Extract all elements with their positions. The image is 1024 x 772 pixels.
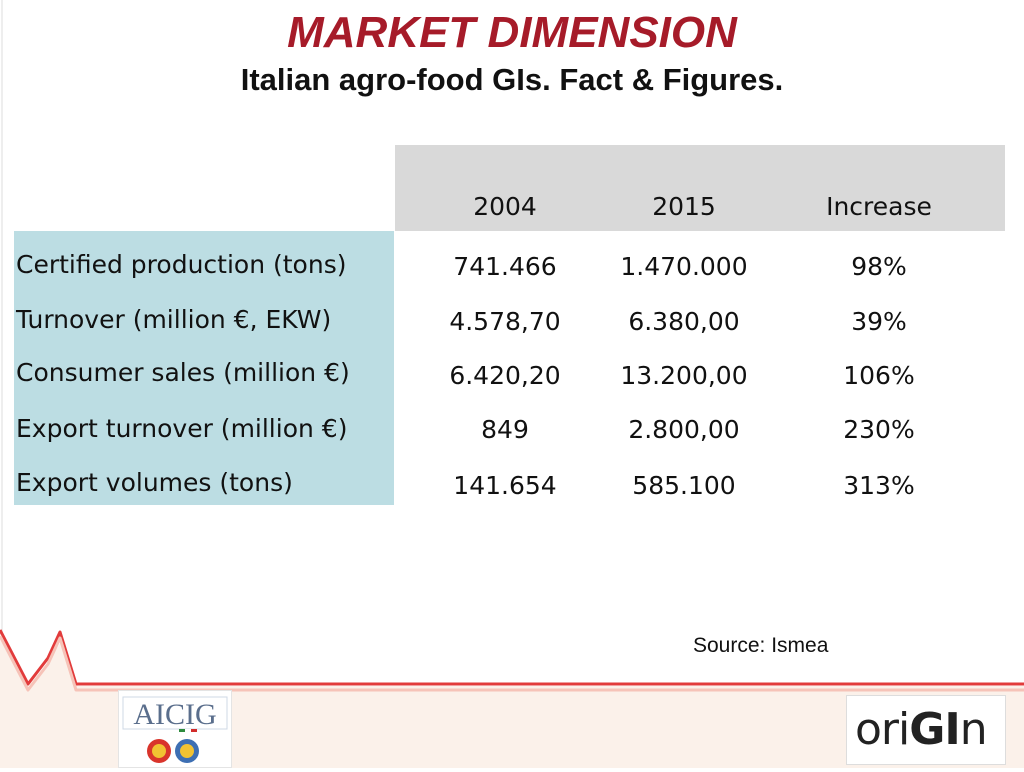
row-label-export-turnover: Export turnover (million €)	[16, 414, 348, 443]
cell-certified-production-increase: 98%	[851, 252, 907, 281]
column-header-2015: 2015	[652, 192, 716, 221]
cell-consumer-sales-2004: 6.420,20	[449, 361, 561, 390]
origin-logo: oriGIn	[846, 695, 1006, 765]
row-label-turnover: Turnover (million €, EKW)	[16, 305, 332, 334]
row-label-export-volumes: Export volumes (tons)	[16, 468, 293, 497]
cell-export-volumes-2015: 585.100	[632, 471, 736, 500]
table-label-band	[14, 231, 394, 505]
column-header-increase: Increase	[826, 192, 932, 221]
cell-export-volumes-increase: 313%	[843, 471, 915, 500]
cell-turnover-2004: 4.578,70	[449, 307, 561, 336]
cell-export-turnover-2015: 2.800,00	[628, 415, 740, 444]
table-header-band	[395, 145, 1005, 231]
cell-turnover-2015: 6.380,00	[628, 307, 740, 336]
cell-certified-production-2015: 1.470.000	[620, 252, 748, 281]
cell-export-turnover-2004: 849	[481, 415, 529, 444]
source-note: Source: Ismea	[693, 634, 829, 657]
origin-logo-text: oriGIn	[855, 704, 988, 755]
cell-certified-production-2004: 741.466	[453, 252, 557, 281]
slide-subtitle: Italian agro-food GIs. Fact & Figures.	[240, 62, 784, 97]
slide-title: MARKET DIMENSION	[287, 8, 737, 57]
cell-consumer-sales-2015: 13.200,00	[620, 361, 748, 390]
row-label-certified-production: Certified production (tons)	[16, 250, 347, 279]
cell-export-volumes-2004: 141.654	[453, 471, 557, 500]
cell-export-turnover-increase: 230%	[843, 415, 915, 444]
row-label-consumer-sales: Consumer sales (million €)	[16, 358, 350, 387]
column-header-2004: 2004	[473, 192, 537, 221]
svg-text:AICIG: AICIG	[133, 698, 216, 731]
decorative-line	[0, 629, 1024, 686]
cell-consumer-sales-increase: 106%	[843, 361, 915, 390]
cell-turnover-increase: 39%	[851, 307, 907, 336]
aicig-logo: AICIG	[118, 690, 232, 768]
